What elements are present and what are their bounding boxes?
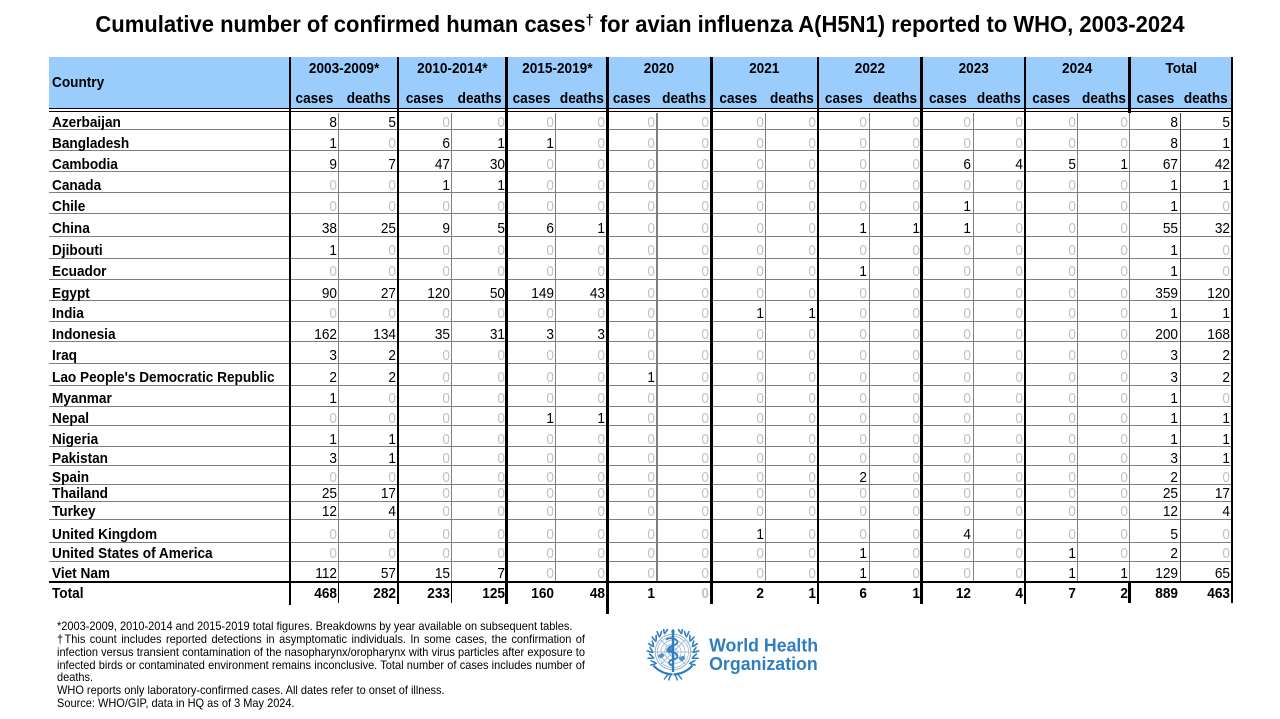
svg-text:Organization: Organization — [709, 652, 818, 673]
svg-text:World Health: World Health — [709, 634, 818, 655]
